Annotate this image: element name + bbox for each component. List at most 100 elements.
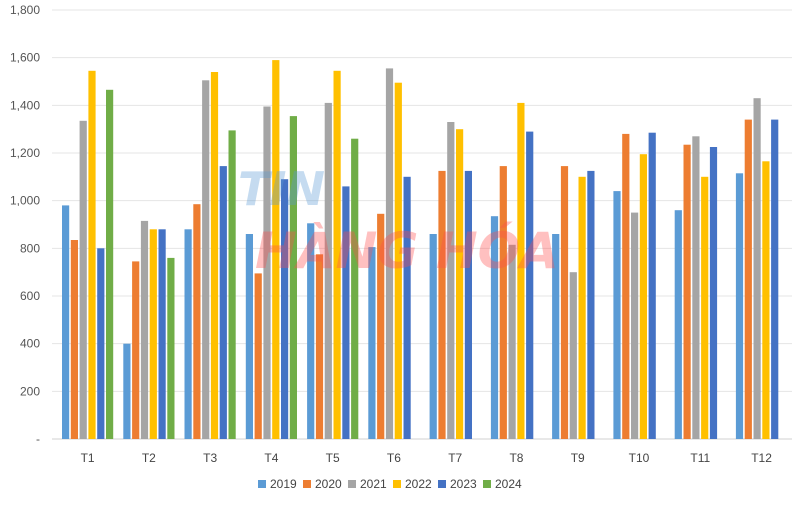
legend-label: 2019: [270, 477, 297, 491]
bar-2022-T5: [333, 70, 341, 440]
y-tick-label: 1,600: [10, 51, 40, 65]
legend-label: 2021: [360, 477, 387, 491]
y-tick-label: 600: [20, 289, 40, 303]
bar-2019-T4: [245, 234, 253, 439]
bar-2022-T12: [762, 161, 770, 440]
y-tick-label: 400: [20, 337, 40, 351]
bar-2021-T6: [385, 68, 394, 440]
bar-2022-T6: [394, 82, 402, 439]
y-tick-label: -: [36, 432, 40, 446]
bar-2022-T4: [272, 60, 280, 439]
x-category-label: T6: [387, 451, 401, 465]
legend-label: 2022: [405, 477, 432, 491]
bar-2024-T4: [289, 116, 297, 439]
bar-2021-T5: [324, 102, 332, 440]
bar-2022-T3: [210, 72, 219, 439]
bar-2019-T2: [123, 343, 131, 439]
y-tick-label: 1,200: [10, 146, 40, 160]
bar-2023-T6: [403, 176, 411, 440]
y-tick-label: 1,000: [10, 194, 40, 208]
bar-2021-T9: [569, 272, 577, 439]
bar-2020-T5: [315, 254, 324, 439]
x-category-label: T5: [326, 451, 340, 465]
bar-2020-T1: [70, 240, 78, 439]
bar-2020-T3: [193, 204, 201, 439]
bar-2020-T8: [499, 166, 507, 439]
bar-2019-T3: [184, 229, 192, 439]
gridlines: [52, 9, 792, 440]
watermark-line1: TIN: [238, 162, 325, 216]
x-category-label: T8: [509, 451, 523, 465]
bar-2022-T9: [578, 176, 586, 440]
bar-2021-T7: [447, 122, 455, 439]
watermark-logo: TIN HÀNG HÓA: [238, 162, 559, 280]
watermark-line2: HÀNG HÓA: [255, 221, 559, 280]
bar-2019-T7: [429, 234, 437, 439]
bar-2024-T5: [351, 138, 359, 439]
bar-2020-T7: [438, 170, 446, 439]
bar-2023-T12: [771, 119, 779, 439]
legend-label: 2023: [450, 477, 477, 491]
bar-2021-T12: [753, 98, 761, 439]
bar-2023-T1: [97, 248, 105, 439]
x-category-label: T7: [448, 451, 462, 465]
legend-swatch-2023: [438, 480, 446, 488]
bar-2019-T1: [62, 205, 70, 439]
bar-2021-T3: [202, 80, 210, 440]
bar-2023-T9: [587, 170, 595, 439]
x-category-label: T4: [264, 451, 278, 465]
bar-2023-T10: [648, 132, 656, 439]
x-category-label: T1: [81, 451, 95, 465]
x-category-label: T12: [751, 451, 772, 465]
bar-2020-T9: [560, 166, 569, 439]
legend-label: 2024: [495, 477, 522, 491]
bar-2020-T11: [683, 144, 691, 439]
bar-2021-T2: [140, 220, 149, 439]
bar-2019-T8: [490, 216, 499, 439]
bar-2019-T5: [307, 223, 315, 439]
bar-2023-T3: [219, 166, 227, 439]
x-category-label: T2: [142, 451, 156, 465]
legend-swatch-2024: [483, 480, 491, 488]
legend-label: 2020: [315, 477, 342, 491]
bar-2021-T11: [692, 136, 700, 440]
bar-2024-T3: [228, 130, 236, 439]
legend-swatch-2020: [303, 480, 311, 488]
bar-2022-T7: [456, 129, 464, 439]
bar-2022-T10: [639, 154, 647, 439]
x-category-label: T9: [571, 451, 585, 465]
x-category-label: T10: [629, 451, 650, 465]
x-category-label: T11: [690, 451, 710, 465]
bar-2019-T12: [735, 173, 744, 440]
bar-2020-T10: [622, 133, 630, 439]
bar-2021-T8: [508, 244, 516, 439]
y-axis: - 200 400 600 800 1,000 1,200 1,400 1,600 1,800: [10, 3, 40, 446]
legend-swatch-2022: [393, 480, 401, 488]
bar-2019-T10: [613, 191, 621, 439]
y-tick-label: 800: [20, 241, 40, 255]
bar-2023-T11: [709, 147, 718, 439]
bar-2019-T11: [674, 210, 682, 439]
bar-2020-T4: [254, 273, 262, 439]
legend-swatch-2019: [258, 480, 266, 488]
bar-2020-T12: [744, 119, 752, 439]
bar-2022-T8: [517, 102, 525, 440]
bar-2023-T5: [342, 186, 350, 439]
y-tick-label: 1,400: [10, 98, 40, 112]
bars: [62, 60, 779, 440]
legend-swatch-2021: [348, 480, 356, 488]
legend: 2019 2020 2021 2022 2023 2024: [258, 477, 522, 491]
y-tick-label: 200: [20, 384, 40, 398]
bar-2023-T7: [464, 170, 472, 439]
bar-2024-T1: [106, 89, 114, 440]
bar-2019-T9: [552, 234, 560, 439]
bar-2021-T4: [263, 106, 271, 439]
bar-2020-T2: [132, 261, 140, 439]
bar-2022-T2: [149, 229, 157, 439]
bar-2022-T1: [88, 70, 96, 440]
x-category-label: T3: [203, 451, 217, 465]
bar-2020-T6: [377, 213, 385, 439]
bar-2023-T4: [281, 179, 289, 439]
y-tick-label: 1,800: [10, 3, 40, 17]
